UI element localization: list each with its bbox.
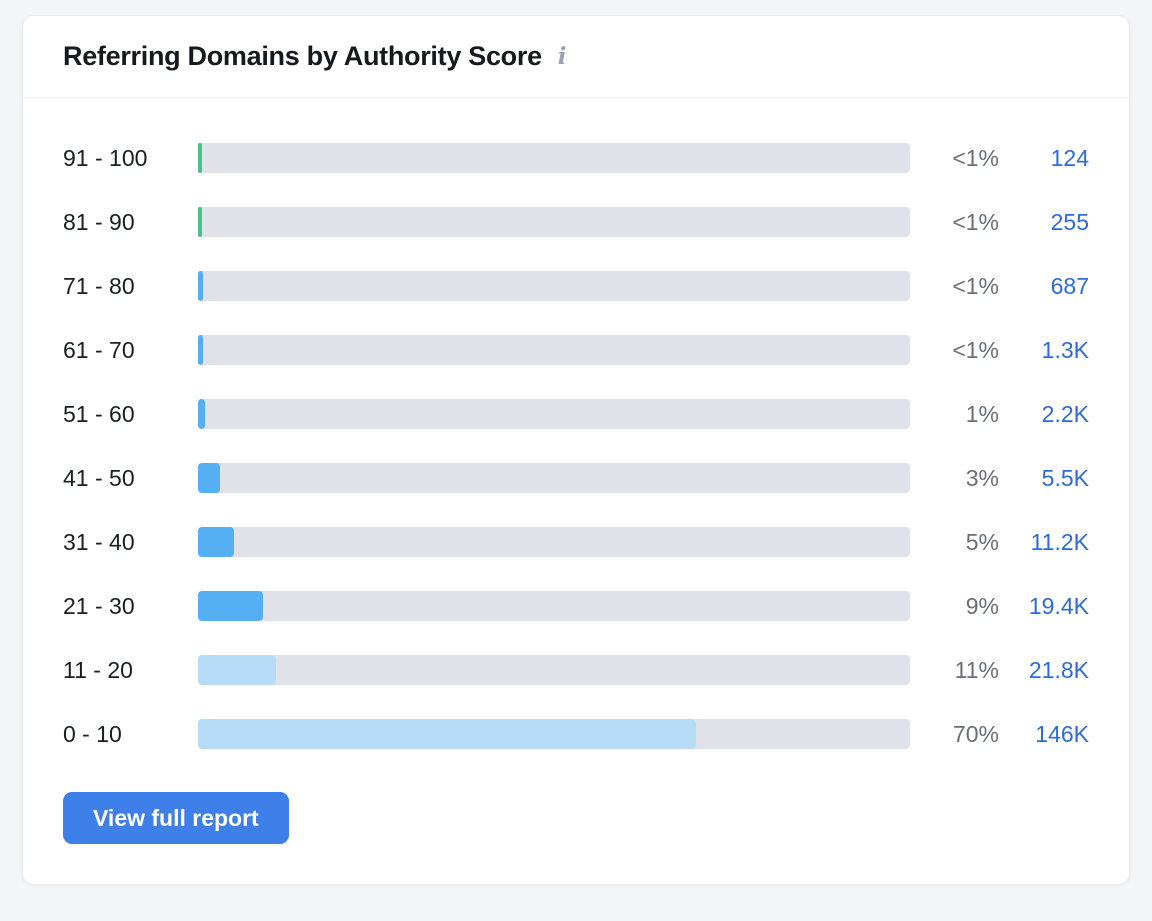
bar-fill (198, 591, 263, 621)
score-bucket-row: 71 - 80 <1% 687 (63, 254, 1089, 318)
score-bucket-row: 21 - 30 9% 19.4K (63, 574, 1089, 638)
domain-count-link[interactable]: 146K (1035, 720, 1089, 747)
percent-value: 9% (965, 592, 999, 619)
bar-fill (198, 335, 203, 365)
score-bucket-row: 81 - 90 <1% 255 (63, 190, 1089, 254)
domain-count-link[interactable]: 687 (1050, 272, 1089, 299)
score-range-label: 41 - 50 (63, 464, 135, 491)
authority-score-bar-chart: 91 - 100 <1% 124 81 - 90 <1% 255 71 - 80 (63, 126, 1089, 766)
percent-value: 1% (965, 400, 999, 427)
domain-count-link[interactable]: 21.8K (1028, 656, 1089, 683)
bar-track (198, 143, 910, 173)
bar-fill (198, 143, 203, 173)
domain-count-link[interactable]: 124 (1050, 144, 1089, 171)
referring-domains-card: Referring Domains by Authority Score i 9… (22, 15, 1130, 885)
bar-track (198, 591, 910, 621)
bar-fill (198, 207, 203, 237)
score-bucket-row: 91 - 100 <1% 124 (63, 126, 1089, 190)
bar-track (198, 399, 910, 429)
score-bucket-row: 11 - 20 11% 21.8K (63, 638, 1089, 702)
percent-value: 11% (954, 656, 999, 683)
score-bucket-row: 41 - 50 3% 5.5K (63, 446, 1089, 510)
score-bucket-row: 51 - 60 1% 2.2K (63, 382, 1089, 446)
score-range-label: 81 - 90 (63, 208, 135, 235)
bar-fill (198, 399, 206, 429)
score-bucket-row: 61 - 70 <1% 1.3K (63, 318, 1089, 382)
percent-value: <1% (952, 336, 999, 363)
bar-fill (198, 655, 276, 685)
percent-value: 70% (952, 720, 999, 747)
view-full-report-button[interactable]: View full report (63, 792, 289, 844)
bar-fill (198, 719, 697, 749)
bar-fill (198, 527, 234, 557)
info-icon[interactable]: i (557, 43, 567, 70)
bar-fill (198, 271, 203, 301)
bar-fill (198, 463, 221, 493)
score-bucket-row: 31 - 40 5% 11.2K (63, 510, 1089, 574)
domain-count-link[interactable]: 2.2K (1041, 400, 1089, 427)
score-range-label: 31 - 40 (63, 528, 135, 555)
card-header: Referring Domains by Authority Score i (23, 16, 1129, 98)
score-range-label: 71 - 80 (63, 272, 135, 299)
percent-value: <1% (952, 272, 999, 299)
percent-value: <1% (952, 208, 999, 235)
domain-count-link[interactable]: 5.5K (1041, 464, 1089, 491)
bar-track (198, 719, 910, 749)
bar-track (198, 463, 910, 493)
bar-track (198, 655, 910, 685)
domain-count-link[interactable]: 19.4K (1028, 592, 1089, 619)
score-range-label: 91 - 100 (63, 144, 148, 171)
card-title: Referring Domains by Authority Score (63, 41, 542, 71)
bar-track (198, 207, 910, 237)
percent-value: 5% (965, 528, 999, 555)
percent-value: <1% (952, 144, 999, 171)
score-range-label: 11 - 20 (63, 656, 133, 683)
score-range-label: 51 - 60 (63, 400, 135, 427)
score-range-label: 21 - 30 (63, 592, 135, 619)
bar-track (198, 335, 910, 365)
bar-track (198, 271, 910, 301)
score-range-label: 0 - 10 (63, 720, 122, 747)
domain-count-link[interactable]: 11.2K (1030, 528, 1089, 555)
score-range-label: 61 - 70 (63, 336, 135, 363)
percent-value: 3% (965, 464, 999, 491)
domain-count-link[interactable]: 255 (1050, 208, 1089, 235)
domain-count-link[interactable]: 1.3K (1041, 336, 1089, 363)
card-body: 91 - 100 <1% 124 81 - 90 <1% 255 71 - 80 (23, 98, 1129, 884)
bar-track (198, 527, 910, 557)
score-bucket-row: 0 - 10 70% 146K (63, 702, 1089, 766)
